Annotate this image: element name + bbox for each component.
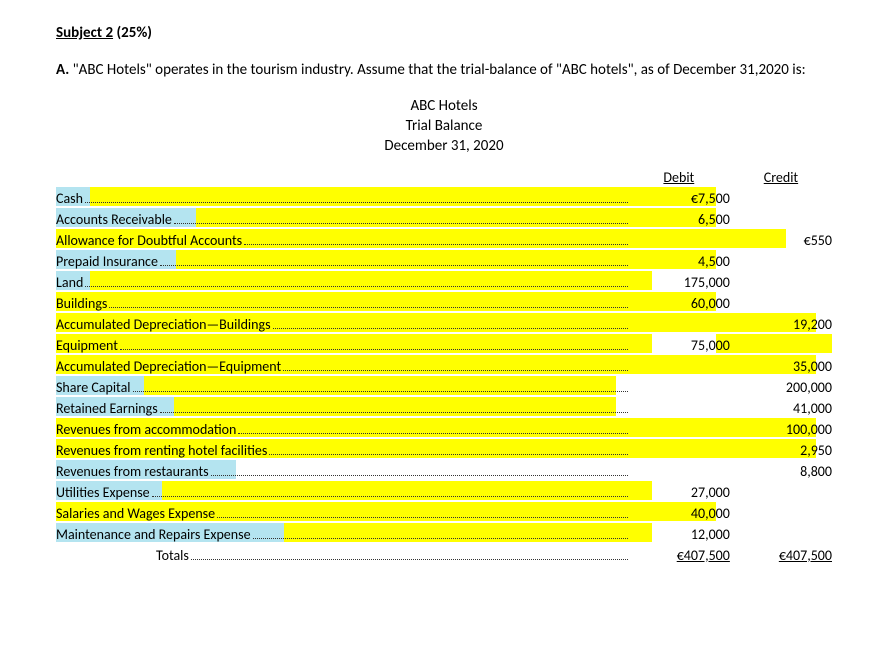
- account-label: Buildings: [56, 295, 107, 312]
- part-label: A.: [56, 61, 69, 79]
- account-label: Revenues from renting hotel facilities: [56, 442, 267, 459]
- table-row: Accumulated Depreciation—Buildings 19,200: [56, 312, 832, 333]
- table-row: Maintenance and Repairs Expense 12,000: [56, 522, 832, 543]
- company-name: ABC Hotels: [56, 96, 832, 116]
- account-label: Revenues from accommodation: [56, 421, 236, 438]
- leader-dots: [160, 412, 628, 413]
- col-header-debit: Debit: [628, 165, 730, 186]
- account-label: Utilities Expense: [56, 484, 150, 501]
- leader-dots: [269, 454, 627, 455]
- credit-value: €550: [804, 232, 832, 249]
- account-label: Share Capital: [56, 379, 131, 396]
- credit-value: 19,200: [793, 316, 832, 333]
- table-row: Cash €7,500: [56, 186, 832, 207]
- leader-dots: [174, 223, 628, 224]
- totals-credit: €407,500: [779, 547, 832, 564]
- leader-dots: [152, 496, 628, 497]
- table-row: Land 175,000: [56, 270, 832, 291]
- debit-value: 6,500: [698, 211, 730, 228]
- debit-value: 4,500: [698, 253, 730, 270]
- account-label: Salaries and Wages Expense: [56, 505, 215, 522]
- trial-balance-table: Debit Credit Cash€7,500Accounts Receivab…: [56, 165, 832, 564]
- table-row: Equipment 75,000: [56, 333, 832, 354]
- heading: Subject 2 (25%): [56, 24, 832, 42]
- totals-label: Totals: [156, 547, 189, 564]
- table-row: Retained Earnings 41,000: [56, 396, 832, 417]
- col-header-blank: [56, 165, 628, 186]
- totals-row: Totals €407,500 €407,500: [56, 543, 832, 564]
- leader-dots: [133, 391, 628, 392]
- account-label: Equipment: [56, 337, 118, 354]
- credit-value: 8,800: [800, 463, 832, 480]
- leader-dots: [217, 517, 628, 518]
- debit-value: 12,000: [691, 526, 730, 543]
- heading-subject: Subject 2: [56, 24, 113, 42]
- account-label: Land: [56, 274, 83, 291]
- leader-dots: [191, 559, 628, 560]
- table-row: Revenues from accommodation 100,000: [56, 417, 832, 438]
- table-row: Allowance for Doubtful Accounts €550: [56, 228, 832, 249]
- table-row: Accounts Receivable 6,500: [56, 207, 832, 228]
- debit-value: 175,000: [684, 274, 730, 291]
- leader-dots: [211, 475, 628, 476]
- intro-paragraph: A. "ABC Hotels" operates in the tourism …: [56, 60, 832, 82]
- leader-dots: [85, 286, 627, 287]
- table-row: Utilities Expense 27,000: [56, 480, 832, 501]
- account-label: Prepaid Insurance: [56, 253, 158, 270]
- leader-dots: [85, 202, 628, 203]
- credit-value: 2,950: [800, 442, 832, 459]
- table-row: Buildings 60,000: [56, 291, 832, 312]
- report-title: Trial Balance: [56, 116, 832, 136]
- table-row: Revenues from renting hotel facilities 2,…: [56, 438, 832, 459]
- leader-dots: [238, 433, 627, 434]
- account-label: Accounts Receivable: [56, 211, 172, 228]
- account-label: Retained Earnings: [56, 400, 158, 417]
- debit-value: 27,000: [691, 484, 730, 501]
- intro-text: "ABC Hotels" operates in the tourism ind…: [73, 61, 806, 79]
- leader-dots: [120, 349, 628, 350]
- account-label: Accumulated Depreciation—Buildings: [56, 316, 271, 333]
- credit-value: 35,000: [793, 358, 832, 375]
- table-header-block: ABC Hotels Trial Balance December 31, 20…: [56, 96, 832, 157]
- column-header-row: Debit Credit: [56, 165, 832, 186]
- table-row: Revenues from restaurants 8,800: [56, 459, 832, 480]
- col-header-credit: Credit: [730, 165, 832, 186]
- totals-debit: €407,500: [677, 547, 730, 564]
- table-row: Accumulated Depreciation—Equipment 35,000: [56, 354, 832, 375]
- leader-dots: [273, 328, 628, 329]
- table-row: Share Capital 200,000: [56, 375, 832, 396]
- leader-dots: [283, 370, 628, 371]
- debit-value: 40,000: [691, 505, 730, 522]
- leader-dots: [244, 244, 628, 245]
- account-label: Revenues from restaurants: [56, 463, 209, 480]
- debit-value: 75,000: [691, 337, 730, 354]
- account-label: Maintenance and Repairs Expense: [56, 526, 251, 543]
- debit-value: €7,500: [691, 190, 730, 207]
- credit-value: 200,000: [786, 379, 832, 396]
- leader-dots: [160, 265, 628, 266]
- credit-value: 100,000: [786, 421, 832, 438]
- leader-dots: [109, 307, 627, 308]
- account-label: Accumulated Depreciation—Equipment: [56, 358, 281, 375]
- debit-value: 60,000: [691, 295, 730, 312]
- credit-value: 41,000: [793, 400, 832, 417]
- leader-dots: [253, 538, 628, 539]
- account-label: Allowance for Doubtful Accounts: [56, 232, 242, 249]
- table-row: Salaries and Wages Expense 40,000: [56, 501, 832, 522]
- report-date: December 31, 2020: [56, 136, 832, 156]
- table-row: Prepaid Insurance 4,500: [56, 249, 832, 270]
- heading-weight: (25%): [116, 24, 152, 42]
- account-label: Cash: [56, 190, 83, 207]
